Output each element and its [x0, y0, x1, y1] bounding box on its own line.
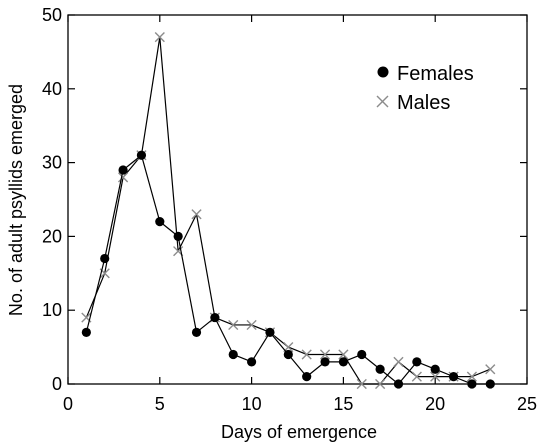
x-tick-label-2: 10: [242, 394, 262, 414]
data-point-females-1: [100, 253, 110, 264]
data-point-females-4: [155, 217, 165, 227]
data-point-females-22: [485, 379, 495, 389]
legend-marker-females: [377, 66, 389, 78]
y-tick-label-5: 50: [42, 5, 62, 25]
data-point-males-17: [393, 356, 404, 367]
plot-frame: [67, 14, 528, 385]
data-point-females-14: [338, 357, 348, 367]
data-point-males-13: [319, 349, 331, 360]
data-point-males-8: [228, 319, 239, 331]
data-point-males-4: [154, 32, 165, 43]
data-point-females-21: [467, 379, 477, 389]
legend-label-females: Females: [397, 63, 474, 85]
series-females: [81, 150, 495, 389]
series-line-females: [85, 154, 491, 385]
y-tick-label-4: 40: [42, 79, 62, 99]
data-point-males-21: [466, 371, 478, 382]
x-tick-label-3: 15: [333, 394, 353, 414]
legend-item-females: Females: [377, 63, 474, 85]
data-point-females-16: [375, 364, 385, 374]
data-point-females-12: [302, 372, 312, 382]
data-point-males-12: [301, 349, 312, 360]
data-point-females-13: [320, 357, 330, 367]
data-point-females-11: [283, 349, 293, 360]
data-point-females-9: [247, 357, 257, 367]
data-point-males-15: [356, 378, 367, 390]
x-tick-label-1: 5: [155, 394, 165, 414]
y-tick-label-1: 10: [42, 300, 62, 320]
data-point-males-16: [375, 378, 386, 390]
y-axis-title: No. of adult psyllids emerged: [6, 84, 26, 316]
plot-area: 0 5 10 15 20 25 0 10 20 30 40 50: [42, 5, 537, 414]
legend-label-males: Males: [397, 92, 450, 114]
data-point-females-19: [430, 364, 440, 374]
y-tick-label-3: 30: [42, 153, 62, 173]
data-point-females-20: [448, 372, 459, 382]
data-point-females-0: [81, 327, 91, 337]
data-point-females-7: [210, 312, 220, 323]
series-line-males: [85, 36, 491, 385]
data-point-males-2: [117, 172, 129, 183]
data-point-males-22: [485, 364, 496, 375]
data-point-males-18: [411, 371, 422, 382]
y-tick-label-2: 20: [42, 226, 62, 246]
data-point-males-14: [338, 349, 349, 360]
data-point-females-8: [228, 349, 238, 360]
data-point-females-15: [357, 349, 367, 360]
data-point-females-10: [265, 327, 275, 337]
legend: Females Males: [376, 63, 474, 114]
x-tick-label-0: 0: [63, 394, 73, 414]
y-tick-label-0: 0: [52, 374, 62, 394]
data-point-males-6: [191, 209, 202, 220]
series-males: [81, 32, 496, 390]
data-point-females-6: [191, 327, 202, 337]
x-tick-label-5: 25: [517, 394, 537, 414]
data-point-males-19: [430, 371, 441, 382]
data-point-females-2: [118, 165, 128, 175]
x-axis-title: Days of emergence: [221, 422, 377, 442]
legend-marker-males: [376, 95, 389, 108]
data-point-females-3: [136, 150, 147, 160]
data-point-males-9: [246, 319, 257, 331]
x-tick-label-4: 20: [425, 394, 445, 414]
data-point-females-5: [173, 231, 183, 241]
legend-item-males: Males: [376, 92, 450, 114]
data-point-females-17: [393, 379, 404, 389]
data-point-females-18: [412, 357, 422, 367]
